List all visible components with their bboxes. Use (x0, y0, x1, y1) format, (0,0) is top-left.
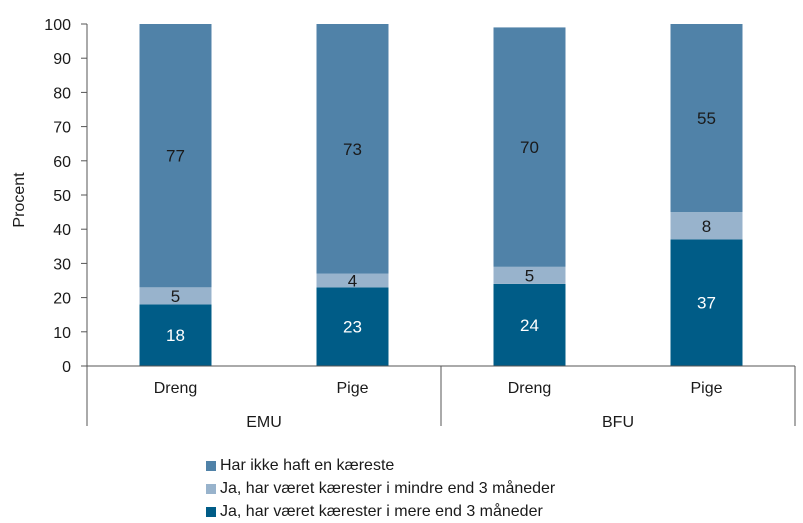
legend-item: Ja, har været kærester i mindre end 3 må… (206, 477, 555, 500)
y-tick-label: 10 (53, 325, 71, 342)
bar-segment (670, 239, 743, 366)
legend-label: Har ikke haft en kæreste (220, 456, 395, 474)
legend-item: Ja, har været kærester i mere end 3 måne… (206, 500, 555, 523)
data-label: 23 (343, 318, 362, 337)
legend-label: Ja, har været kærester i mindre end 3 må… (220, 479, 556, 497)
data-label: 5 (171, 287, 180, 306)
bar-segment (493, 266, 566, 284)
legend-swatch (206, 483, 216, 494)
y-tick-label: 40 (53, 222, 71, 239)
legend-item: Har ikke haft en kæreste (206, 454, 555, 477)
data-label: 37 (697, 294, 716, 313)
bar-segment (493, 27, 566, 267)
x-tick-label: Dreng (508, 380, 552, 397)
bar-segment (139, 24, 212, 288)
y-tick-label: 80 (53, 85, 71, 102)
legend: Har ikke haft en kæreste Ja, har været kæ… (206, 454, 555, 523)
data-label: 5 (525, 266, 534, 285)
group-label: BFU (602, 414, 634, 431)
y-tick-label: 100 (44, 17, 71, 34)
legend-swatch (206, 460, 216, 471)
bar-segment (316, 287, 389, 366)
data-label: 18 (166, 326, 185, 345)
y-tick-label: 60 (53, 154, 71, 171)
legend-swatch (206, 506, 216, 517)
bar-segment (139, 287, 212, 305)
bar-segment (670, 212, 743, 240)
data-label: 55 (697, 109, 716, 128)
y-tick-label: 0 (62, 359, 71, 376)
y-tick-label: 50 (53, 188, 71, 205)
y-tick-label: 70 (53, 120, 71, 137)
data-label: 77 (166, 147, 185, 166)
y-axis-label: Procent (11, 172, 28, 228)
legend-label: Ja, har været kærester i mere end 3 måne… (220, 502, 543, 520)
bar-segment (316, 24, 389, 274)
x-tick-label: Dreng (154, 380, 198, 397)
bar-segment (139, 304, 212, 366)
data-label: 24 (520, 316, 539, 335)
bar-segment (316, 273, 389, 288)
group-label: EMU (246, 414, 282, 431)
data-label: 70 (520, 138, 539, 157)
bar-segment (670, 24, 743, 213)
x-tick-label: Pige (690, 380, 722, 397)
y-tick-label: 20 (53, 291, 71, 308)
data-label: 73 (343, 140, 362, 159)
data-label: 4 (348, 272, 357, 291)
y-tick-label: 30 (53, 256, 71, 273)
y-tick-label: 90 (53, 51, 71, 68)
data-label: 8 (702, 217, 711, 236)
bar-segment (493, 283, 566, 366)
x-tick-label: Pige (336, 380, 368, 397)
